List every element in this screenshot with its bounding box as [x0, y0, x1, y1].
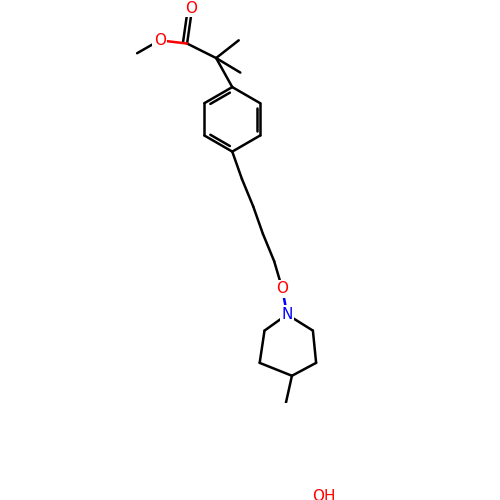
Text: O: O	[276, 281, 288, 296]
Text: O: O	[185, 0, 197, 16]
Text: OH: OH	[312, 489, 336, 500]
Text: O: O	[154, 33, 166, 48]
Text: N: N	[282, 307, 293, 322]
